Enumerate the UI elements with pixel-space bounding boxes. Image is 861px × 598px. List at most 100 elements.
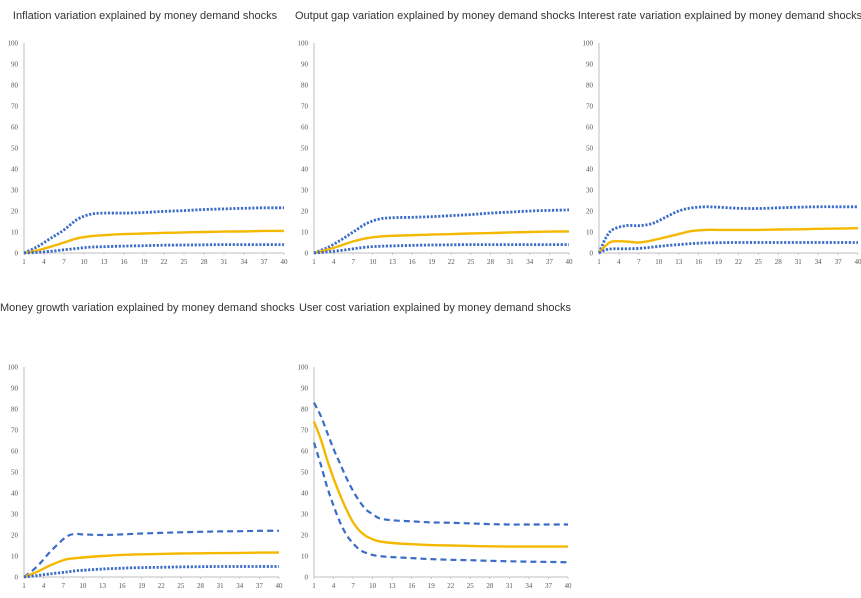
- y-tick-label: 0: [15, 574, 19, 582]
- x-tick-label: 19: [141, 258, 149, 266]
- x-tick-label: 34: [241, 258, 249, 266]
- y-tick-label: 0: [590, 250, 594, 258]
- x-tick-label: 1: [312, 582, 316, 590]
- y-tick-label: 90: [11, 61, 19, 69]
- y-tick-label: 100: [298, 40, 309, 48]
- chart-inflation: 0 10 20 30 40 50 60 70 80 90 100 1 4 7 10 13 16 19 22 25 28 3…: [8, 40, 289, 267]
- x-tick-label: 25: [467, 582, 475, 590]
- y-tick-label: 80: [301, 406, 309, 414]
- confidence-band-line-2: [313, 243, 569, 255]
- confidence-band-line-0: [313, 402, 568, 526]
- confidence-band-line-2: [23, 565, 279, 579]
- x-tick-label: 37: [546, 258, 554, 266]
- y-tick-label: 50: [11, 145, 19, 153]
- x-tick-label: 4: [332, 258, 336, 266]
- x-tick-label: 37: [545, 582, 553, 590]
- x-tick-label: 31: [507, 258, 514, 266]
- x-tick-label: 13: [389, 582, 397, 590]
- x-tick-label: 22: [161, 258, 169, 266]
- chart-title: Money growth variation explained by mone…: [0, 302, 295, 314]
- y-tick-label: 10: [586, 229, 594, 237]
- x-tick-label: 40: [855, 258, 861, 266]
- chart-money-growth: 0 10 20 30 40 50 60 70 80 90 100 1 4 7 10 13 16 19 22 25 28 3…: [8, 364, 284, 591]
- y-tick-label: 20: [11, 532, 19, 540]
- y-tick-label: 10: [301, 553, 309, 561]
- chart-interest-rate: 0 10 20 30 40 50 60 70 80 90 100 1 4 7 10 13 16 19 22 25 28 3…: [583, 40, 861, 267]
- x-tick-label: 40: [565, 582, 573, 590]
- x-tick-label: 37: [261, 258, 269, 266]
- y-tick-label: 30: [11, 511, 19, 519]
- y-tick-label: 40: [11, 490, 19, 498]
- median-line-1: [23, 551, 280, 579]
- x-tick-label: 4: [332, 582, 336, 590]
- x-tick-label: 25: [467, 258, 475, 266]
- y-tick-label: 10: [11, 229, 19, 237]
- x-tick-label: 1: [312, 258, 316, 266]
- x-tick-label: 13: [675, 258, 683, 266]
- chart-title: Output gap variation explained by money …: [294, 10, 576, 22]
- y-tick-label: 60: [586, 124, 594, 132]
- y-tick-label: 70: [301, 427, 309, 435]
- confidence-band-line-0: [23, 529, 280, 578]
- y-tick-label: 100: [8, 40, 19, 48]
- x-tick-label: 25: [177, 582, 185, 590]
- x-tick-label: 19: [138, 582, 146, 590]
- panel-interest-rate: Interest rate variation explained by mon…: [575, 0, 861, 290]
- median-line-1: [313, 230, 570, 255]
- y-tick-label: 40: [586, 166, 594, 174]
- x-tick-label: 16: [119, 582, 127, 590]
- y-tick-label: 90: [11, 385, 19, 393]
- confidence-band-line-2: [598, 241, 858, 255]
- x-tick-label: 37: [835, 258, 843, 266]
- y-tick-label: 80: [11, 406, 19, 414]
- x-tick-label: 19: [428, 258, 436, 266]
- x-tick-label: 10: [655, 258, 663, 266]
- panel-money-growth: Money growth variation explained by mone…: [0, 295, 295, 598]
- y-tick-label: 70: [11, 427, 19, 435]
- y-tick-label: 40: [301, 166, 309, 174]
- y-tick-label: 60: [301, 124, 309, 132]
- y-tick-label: 90: [586, 61, 594, 69]
- x-tick-label: 25: [181, 258, 189, 266]
- x-tick-label: 22: [158, 582, 166, 590]
- x-tick-label: 1: [597, 258, 601, 266]
- y-tick-label: 100: [583, 40, 594, 48]
- x-tick-label: 7: [351, 582, 355, 590]
- x-tick-label: 34: [236, 582, 244, 590]
- y-tick-label: 30: [11, 187, 19, 195]
- median-line-1: [23, 229, 284, 255]
- y-tick-label: 10: [301, 229, 309, 237]
- x-tick-label: 19: [428, 582, 436, 590]
- x-tick-label: 16: [695, 258, 703, 266]
- x-tick-label: 13: [101, 258, 109, 266]
- chart-title: Inflation variation explained by money d…: [12, 10, 278, 22]
- y-tick-label: 70: [11, 103, 19, 111]
- x-tick-label: 31: [217, 582, 225, 590]
- y-tick-label: 70: [586, 103, 594, 111]
- x-tick-label: 7: [637, 258, 641, 266]
- confidence-band-line-2: [312, 442, 569, 564]
- x-tick-label: 7: [351, 258, 355, 266]
- x-tick-label: 40: [566, 258, 574, 266]
- y-tick-label: 70: [301, 103, 309, 111]
- y-tick-label: 50: [586, 145, 594, 153]
- y-tick-label: 50: [301, 145, 309, 153]
- x-tick-label: 10: [369, 258, 377, 266]
- y-tick-label: 60: [11, 124, 19, 132]
- y-tick-label: 90: [301, 385, 309, 393]
- y-tick-label: 50: [301, 469, 309, 477]
- confidence-band-line-0: [23, 206, 284, 255]
- x-tick-label: 40: [281, 258, 289, 266]
- x-tick-label: 34: [526, 258, 534, 266]
- y-tick-label: 100: [298, 364, 309, 372]
- y-tick-label: 40: [301, 490, 309, 498]
- chart-title: Interest rate variation explained by mon…: [577, 10, 861, 22]
- y-tick-label: 60: [301, 448, 309, 456]
- x-tick-label: 7: [61, 582, 65, 590]
- y-tick-label: 80: [301, 82, 309, 90]
- y-tick-label: 10: [11, 553, 19, 561]
- y-tick-label: 30: [586, 187, 594, 195]
- x-tick-label: 31: [795, 258, 803, 266]
- y-tick-label: 20: [301, 208, 309, 216]
- y-tick-label: 0: [305, 250, 309, 258]
